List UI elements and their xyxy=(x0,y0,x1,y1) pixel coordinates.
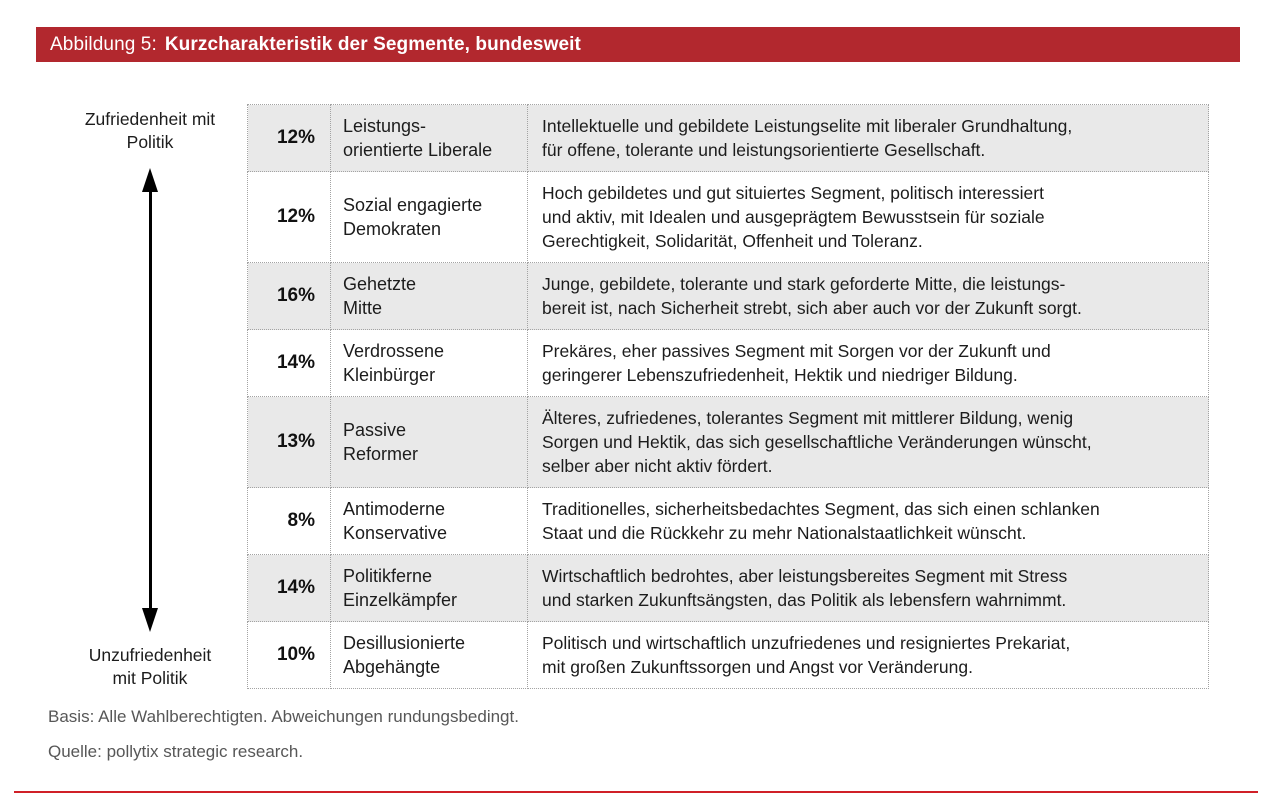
segment-row-sozial-engagierte-demokraten: 12% Sozial engagierte Demokraten Hoch ge… xyxy=(247,171,1209,263)
segment-description: Intellektuelle und gebildete Leistungsel… xyxy=(527,104,1209,172)
segment-share: 14% xyxy=(247,329,331,397)
segment-share: 16% xyxy=(247,262,331,330)
figure-header-bar: Abbildung 5: Kurzcharakteristik der Segm… xyxy=(36,27,1240,62)
segment-row-desillusionierte-abgehaengte: 10% Desillusionierte Abgehängte Politisc… xyxy=(247,621,1209,689)
segment-share: 10% xyxy=(247,621,331,689)
segment-description: Prekäres, eher passives Segment mit Sorg… xyxy=(527,329,1209,397)
double-arrow-icon xyxy=(140,168,160,632)
arrow-head-up-icon xyxy=(142,168,158,192)
segment-name: Antimoderne Konservative xyxy=(330,487,528,555)
segment-name: Verdrossene Kleinbürger xyxy=(330,329,528,397)
segment-row-leistungsorientierte-liberale: 12% Leistungs- orientierte Liberale Inte… xyxy=(247,104,1209,172)
segment-description: Junge, gebildete, tolerante und stark ge… xyxy=(527,262,1209,330)
segment-description: Politisch und wirtschaftlich unzufrieden… xyxy=(527,621,1209,689)
segment-name: Desillusionierte Abgehängte xyxy=(330,621,528,689)
segment-share: 13% xyxy=(247,396,331,488)
segment-name: Leistungs- orientierte Liberale xyxy=(330,104,528,172)
segment-share: 14% xyxy=(247,554,331,622)
segment-row-verdrossene-kleinbuerger: 14% Verdrossene Kleinbürger Prekäres, eh… xyxy=(247,329,1209,397)
axis-label-top: Zufriedenheit mit Politik xyxy=(84,109,216,152)
arrow-head-down-icon xyxy=(142,608,158,632)
satisfaction-axis: Zufriedenheit mit Politik Unzufriedenhei… xyxy=(50,104,250,690)
segment-description: Hoch gebildetes und gut situiertes Segme… xyxy=(527,171,1209,263)
segment-name: Gehetzte Mitte xyxy=(330,262,528,330)
arrow-shaft xyxy=(148,192,152,608)
segments-table: 12% Leistungs- orientierte Liberale Inte… xyxy=(247,104,1209,689)
segment-name: Passive Reformer xyxy=(330,396,528,488)
basis-note: Basis: Alle Wahlberechtigten. Abweichung… xyxy=(48,707,519,726)
segment-row-gehetzte-mitte: 16% Gehetzte Mitte Junge, gebildete, tol… xyxy=(247,262,1209,330)
segment-row-politikferne-einzelkaempfer: 14% Politikferne Einzelkämpfer Wirtschaf… xyxy=(247,554,1209,622)
segment-name: Politikferne Einzelkämpfer xyxy=(330,554,528,622)
segment-description: Wirtschaftlich bedrohtes, aber leistungs… xyxy=(527,554,1209,622)
axis-label-bottom: Unzufriedenheit mit Politik xyxy=(88,645,212,688)
segment-name: Sozial engagierte Demokraten xyxy=(330,171,528,263)
segment-row-passive-reformer: 13% Passive Reformer Älteres, zufriedene… xyxy=(247,396,1209,488)
figure-label: Abbildung 5: xyxy=(50,33,157,55)
footnotes: Basis: Alle Wahlberechtigten. Abweichung… xyxy=(48,706,519,763)
segment-share: 12% xyxy=(247,104,331,172)
segment-description: Traditionelles, sicherheitsbedachtes Seg… xyxy=(527,487,1209,555)
segment-share: 12% xyxy=(247,171,331,263)
segment-share: 8% xyxy=(247,487,331,555)
segment-description: Älteres, zufriedenes, tolerantes Segment… xyxy=(527,396,1209,488)
figure-title: Kurzcharakteristik der Segmente, bundesw… xyxy=(164,33,581,55)
segment-row-antimoderne-konservative: 8% Antimoderne Konservative Traditionell… xyxy=(247,487,1209,555)
bottom-divider-line xyxy=(14,791,1258,793)
source-note: Quelle: pollytix strategic research. xyxy=(48,742,304,761)
